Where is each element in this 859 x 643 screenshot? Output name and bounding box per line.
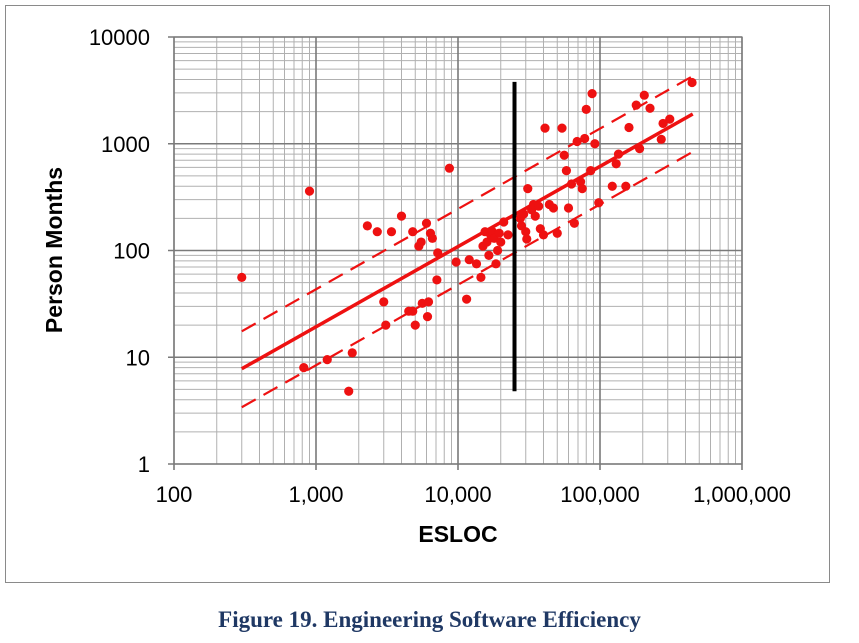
data-point [523, 184, 533, 194]
data-point [563, 203, 574, 213]
data-point [408, 227, 418, 237]
data-point [408, 306, 418, 316]
data-point [444, 163, 455, 173]
data-point [410, 320, 420, 330]
data-point [519, 209, 529, 219]
x-tick-label: 100 [156, 482, 193, 507]
data-point [631, 100, 641, 110]
data-point [607, 181, 617, 191]
data-point [624, 122, 634, 133]
data-point [491, 259, 501, 269]
data-point [613, 149, 624, 159]
data-point [586, 166, 596, 176]
data-point [237, 272, 247, 282]
data-point [432, 275, 442, 285]
lower-bound-line [241, 150, 694, 409]
x-axis-title: ESLOC [418, 521, 497, 547]
data-point [572, 136, 582, 147]
data-point [540, 123, 550, 133]
data-point [476, 272, 486, 282]
data-point [569, 218, 579, 228]
x-tick-label: 10,000 [424, 482, 491, 507]
data-point [421, 218, 432, 228]
x-tick-label: 1,000,000 [693, 482, 791, 507]
data-point [462, 294, 472, 304]
data-point [451, 257, 461, 267]
data-point [594, 198, 604, 208]
data-point [381, 320, 391, 330]
data-point [464, 255, 474, 265]
x-tick-label: 100,000 [560, 482, 640, 507]
data-point [379, 297, 389, 307]
data-point [471, 259, 482, 269]
data-point [396, 211, 407, 221]
data-point [639, 90, 649, 100]
data-point [656, 134, 666, 144]
data-point [522, 234, 532, 244]
data-point [499, 217, 509, 227]
y-tick-label: 100 [113, 239, 150, 264]
data-point [577, 184, 587, 194]
data-point [492, 245, 503, 256]
data-point [552, 228, 562, 238]
data-point [304, 186, 315, 196]
data-point [347, 348, 357, 358]
data-point [559, 150, 569, 160]
data-point [362, 221, 372, 231]
data-point [580, 133, 590, 144]
data-point [496, 237, 506, 247]
data-point [611, 159, 621, 169]
y-tick-label: 1 [138, 452, 150, 477]
y-tick-label: 10 [126, 345, 150, 370]
plot-area-border [173, 36, 743, 465]
chart: 100 1,000 10,000 100,000 1,000,000 110100100… [41, 25, 791, 547]
y-tick-labels: 1 10 100 1000 10000 [89, 25, 150, 477]
data-point [530, 211, 540, 221]
data-point [521, 227, 531, 237]
upper-bound-line [241, 75, 694, 333]
data-point [482, 237, 492, 247]
data-point [581, 104, 591, 114]
data-point [590, 139, 600, 149]
data-point [621, 181, 631, 191]
data-point [587, 88, 597, 99]
y-tick-label: 1000 [101, 132, 150, 157]
data-points [237, 77, 697, 396]
data-point [561, 166, 572, 176]
figure-caption: Figure 19. Engineering Software Efficien… [218, 607, 641, 632]
data-point [534, 201, 544, 211]
data-point [566, 179, 577, 189]
data-point [687, 77, 697, 88]
data-point [422, 312, 433, 322]
data-point [322, 355, 332, 365]
data-point [423, 297, 434, 307]
data-point [503, 230, 513, 240]
data-point [433, 248, 443, 258]
data-point [548, 203, 559, 213]
data-point [416, 237, 426, 247]
y-tick-label: 10000 [89, 25, 150, 50]
chart-frame [5, 5, 830, 583]
data-point [634, 144, 645, 154]
data-point [557, 123, 567, 133]
data-point [344, 386, 354, 396]
y-axis-title: Person Months [41, 167, 67, 333]
data-point [372, 227, 382, 237]
data-point [386, 227, 397, 237]
data-point [299, 362, 309, 373]
data-point [665, 114, 675, 124]
data-point [427, 233, 437, 243]
data-point [658, 118, 668, 129]
x-tick-labels: 100 1,000 10,000 100,000 1,000,000 [156, 482, 791, 507]
data-point [494, 228, 504, 238]
grid [168, 36, 743, 470]
x-tick-label: 1,000 [288, 482, 343, 507]
data-point [538, 230, 549, 240]
data-point [484, 250, 494, 260]
data-point [645, 103, 655, 113]
